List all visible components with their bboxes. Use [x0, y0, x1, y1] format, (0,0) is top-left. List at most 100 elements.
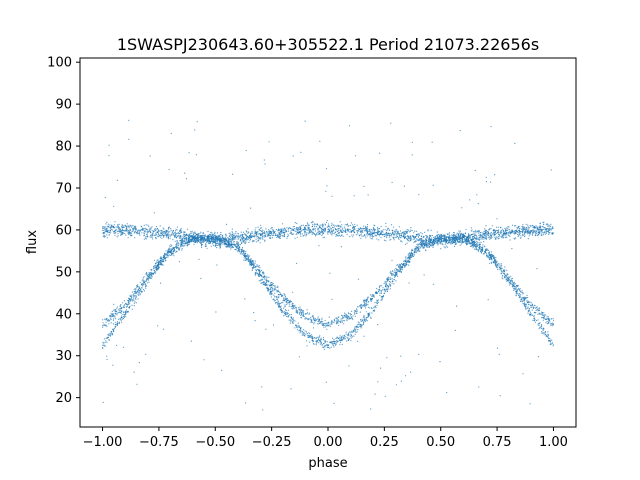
scatter-point — [150, 271, 152, 273]
scatter-point — [374, 228, 376, 231]
scatter-point — [301, 233, 303, 235]
scatter-point — [301, 230, 303, 232]
scatter-point — [133, 298, 135, 300]
scatter-point — [130, 296, 132, 298]
scatter-point — [497, 265, 499, 267]
scatter-point — [118, 226, 120, 229]
scatter-point — [126, 223, 128, 225]
scatter-point — [144, 237, 146, 239]
scatter-point — [294, 320, 296, 322]
scatter-point — [231, 242, 233, 244]
scatter-point — [297, 233, 299, 235]
scatter-point — [109, 230, 111, 232]
scatter-point — [119, 231, 121, 233]
scatter-point — [364, 320, 366, 323]
scatter-point — [344, 338, 347, 340]
scatter-point — [143, 234, 146, 236]
scatter-point — [433, 236, 435, 238]
scatter-point — [261, 233, 263, 235]
scatter-point — [552, 345, 554, 347]
scatter-point — [511, 230, 513, 232]
scatter-point — [238, 234, 240, 236]
scatter-point — [506, 280, 508, 282]
scatter-point — [384, 282, 386, 284]
scatter-point — [284, 312, 286, 315]
scatter-point — [225, 233, 227, 235]
scatter-point — [152, 232, 154, 234]
scatter-point — [500, 226, 502, 228]
scatter-point — [509, 283, 511, 285]
scatter-point — [228, 232, 230, 234]
scatter-point — [541, 228, 543, 230]
scatter-point — [132, 299, 134, 301]
scatter-point — [327, 346, 330, 348]
scatter-point — [270, 237, 272, 239]
scatter-point — [155, 229, 157, 231]
scatter-point — [400, 271, 402, 273]
scatter-point — [272, 298, 274, 300]
scatter-point — [342, 227, 344, 229]
scatter-point — [289, 232, 291, 234]
scatter-point — [407, 230, 409, 233]
scatter-point — [346, 233, 348, 236]
scatter-point — [244, 237, 246, 239]
scatter-point — [173, 249, 175, 251]
scatter-point — [505, 228, 507, 230]
scatter-point — [420, 240, 422, 242]
scatter-point — [537, 232, 540, 234]
scatter-point — [382, 234, 384, 236]
scatter-point — [369, 230, 371, 232]
scatter-point — [345, 333, 347, 335]
scatter-point — [163, 228, 165, 230]
scatter-point — [267, 234, 269, 236]
scatter-point — [165, 259, 167, 261]
scatter-point — [265, 281, 267, 283]
scatter-point — [228, 238, 231, 240]
scatter-point — [286, 315, 288, 318]
scatter-point — [480, 231, 482, 234]
scatter-point — [453, 232, 455, 234]
scatter-point — [298, 326, 300, 328]
scatter-point — [104, 345, 106, 347]
scatter-point — [275, 233, 277, 235]
scatter-point — [466, 242, 468, 244]
scatter-point — [316, 341, 318, 343]
scatter-point — [324, 346, 326, 348]
scatter-point — [438, 242, 440, 244]
scatter-point — [162, 227, 164, 229]
scatter-point — [496, 226, 498, 228]
scatter-point — [323, 228, 325, 230]
scatter-point — [125, 315, 127, 317]
scatter-point — [428, 236, 430, 238]
scatter-point — [404, 243, 407, 245]
scatter-point — [280, 232, 283, 234]
scatter-point — [376, 233, 379, 235]
scatter-point — [490, 262, 493, 264]
scatter-point — [523, 300, 525, 302]
scatter-point — [333, 341, 335, 343]
scatter-point — [520, 294, 522, 296]
scatter-point — [283, 307, 285, 309]
scatter-point — [184, 244, 186, 246]
scatter-point — [530, 302, 532, 304]
scatter-point — [515, 290, 517, 292]
scatter-point — [221, 240, 223, 242]
scatter-point — [116, 321, 118, 323]
scatter-point — [409, 237, 411, 239]
scatter-point — [543, 227, 545, 229]
scatter-point — [414, 240, 416, 243]
scatter-point — [104, 341, 106, 343]
scatter-point — [410, 239, 412, 241]
scatter-point — [393, 279, 396, 281]
scatter-point — [417, 247, 420, 249]
scatter-point — [254, 229, 256, 231]
scatter-point — [232, 237, 234, 239]
scatter-point — [333, 226, 336, 228]
scatter-point — [524, 306, 527, 308]
scatter-point — [149, 228, 151, 230]
scatter-point — [183, 233, 185, 235]
scatter-point — [370, 234, 372, 236]
scatter-point — [256, 232, 258, 234]
